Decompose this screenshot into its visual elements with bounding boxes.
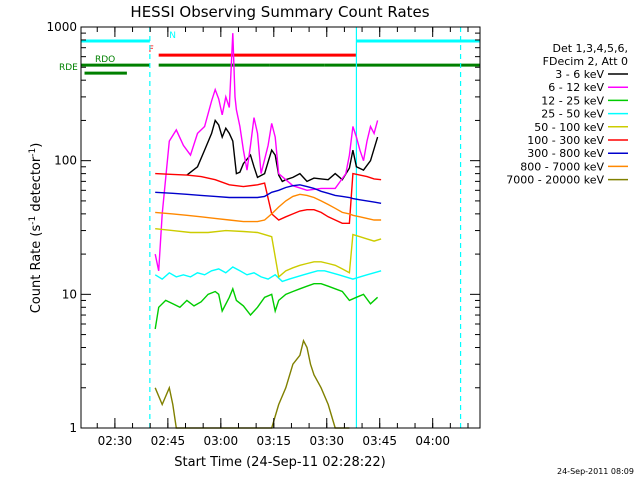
x-tick-label: 03:15: [256, 434, 291, 448]
legend-label-12-25-kev: 12 - 25 keV: [541, 94, 604, 107]
band-label-rdo: RDO: [95, 55, 115, 65]
chart-title: HESSI Observing Summary Count Rates: [130, 3, 429, 21]
series-line-7000-20000-kev: [154, 338, 350, 429]
y-tick-label: 10: [62, 287, 77, 301]
legend-header: FDecim 2, Att 0: [543, 55, 628, 68]
legend-label-6-12-kev: 6 - 12 keV: [548, 81, 604, 94]
series-line-25-50-kev: [154, 266, 382, 283]
x-tick-label: 02:45: [151, 434, 186, 448]
series-line-100-300-kev: [155, 172, 382, 225]
y-tick-label: 1000: [46, 20, 77, 34]
y-axis-label: Count Rate (s-1 detector-1): [28, 143, 44, 314]
x-tick-label: 03:30: [309, 434, 344, 448]
legend-label-100-300-kev: 100 - 300 keV: [527, 134, 604, 147]
vertical-markers: [149, 27, 462, 428]
series-line-3-6-kev: [186, 118, 379, 183]
x-tick-label: 03:45: [362, 434, 397, 448]
x-tick-label: 04:00: [415, 434, 450, 448]
series-line-6-12-kev: [154, 33, 379, 271]
x-axis-label: Start Time (24-Sep-11 02:28:22): [174, 455, 385, 470]
series-line-300-800-kev: [155, 184, 382, 204]
band-label-rde: RDE: [59, 63, 78, 73]
footer-date: 24-Sep-2011 08:09: [557, 467, 634, 476]
annotation-bands: N F RDO RDE: [59, 31, 480, 75]
legend-label-7000-20000-kev: 7000 - 20000 keV: [506, 174, 604, 187]
band-label-n: N: [169, 31, 176, 41]
x-axis: 02:30 02:45 03:00 03:15 03:30 03:45 04:00: [96, 27, 469, 448]
plot-frame: [80, 26, 481, 429]
series-lines: [154, 33, 382, 429]
y-tick-label: 1: [69, 421, 77, 435]
y-tick-label: 100: [54, 154, 77, 168]
legend: Det 1,3,4,5,6,FDecim 2, Att 03 - 6 keV6 …: [506, 42, 628, 187]
legend-header: Det 1,3,4,5,6,: [552, 42, 628, 55]
x-tick-label: 03:00: [204, 434, 239, 448]
series-line-800-7000-kev: [155, 193, 382, 223]
legend-label-800-7000-kev: 800 - 7000 keV: [520, 160, 604, 173]
legend-label-50-100-kev: 50 - 100 keV: [534, 121, 604, 134]
legend-label-3-6-kev: 3 - 6 keV: [555, 68, 604, 81]
legend-label-300-800-kev: 300 - 800 keV: [527, 147, 604, 160]
y-axis: 1 10 100 1000: [46, 20, 480, 435]
legend-label-25-50-kev: 25 - 50 keV: [541, 108, 604, 121]
series-line-50-100-kev: [155, 228, 382, 279]
x-tick-label: 02:30: [98, 434, 133, 448]
band-label-f: F: [149, 45, 154, 55]
series-line-12-25-kev: [154, 283, 379, 330]
